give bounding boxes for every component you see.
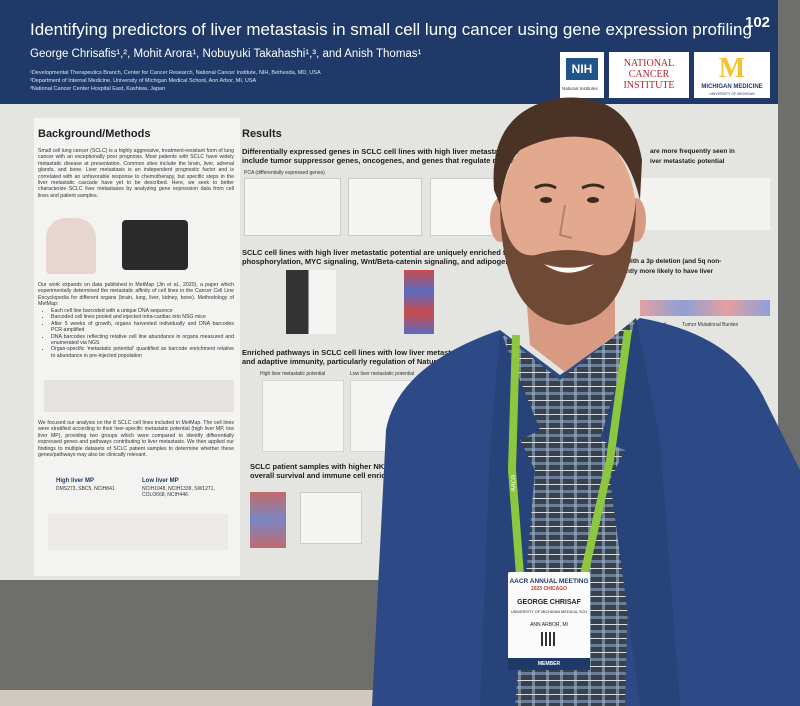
beard <box>500 200 636 325</box>
poster-number: 102 <box>745 14 771 31</box>
nose <box>558 204 573 239</box>
finding-fragment: ntly more likely to have liver <box>626 268 714 275</box>
affiliation: ¹Developmental Therapeutics Branch, Cent… <box>30 70 321 76</box>
gene-table <box>430 178 502 236</box>
finding-fragment: iver metastatic potential <box>650 158 725 165</box>
figure-label: Tumor Mutational Burden <box>682 322 739 328</box>
nih-mark: NIH <box>566 58 598 80</box>
finding: phosphorylation, MYC signaling, Wnt/Beta… <box>242 257 525 266</box>
michigan-caption: UNIVERSITY OF MICHIGAN <box>709 92 755 96</box>
method-diagram <box>44 380 234 412</box>
bar-figure <box>286 270 336 334</box>
poster-title: Identifying predictors of liver metastas… <box>30 20 752 39</box>
finding-fragment: are more frequently seen in <box>650 148 735 155</box>
smile <box>539 261 599 275</box>
finding: include tumor suppressor genes, oncogene… <box>242 156 521 165</box>
nih-caption: National Institutes <box>562 86 598 91</box>
background-panel: Background/Methods Small cell lung cance… <box>34 118 240 576</box>
affiliation: ²Department of Internal Medicine, Univer… <box>30 78 257 84</box>
group-lines: DMS273, SBC5, NCIH841 <box>56 486 115 492</box>
badge-year: 2023 CHICAGO <box>530 586 568 592</box>
badge-name: GEORGE CHRISAF <box>517 599 581 606</box>
badge-city: ANN ARBOR, MI <box>530 622 568 628</box>
nih-logo: NIH National Institutes <box>560 52 604 98</box>
group-lines: NCIH1048, NCIH1339, SW1271, COLO668, NCI… <box>142 486 215 498</box>
finding: SCLC cell lines with high liver metastat… <box>242 248 531 257</box>
heatmap-strip <box>640 300 770 316</box>
paragraph: We focused our analysis on the 8 SCLC ce… <box>38 420 234 459</box>
eye <box>540 197 552 203</box>
michigan-text: MICHIGAN MEDICINE <box>701 84 763 90</box>
pathway-plot <box>262 380 344 452</box>
paragraph: Our work expands on data published in Me… <box>38 282 234 308</box>
bullet: Each cell line barcoded with a unique DN… <box>51 308 234 314</box>
lapel <box>480 330 540 706</box>
volcano-plot <box>348 178 422 236</box>
survival-plot <box>300 492 362 544</box>
lanyard <box>580 329 632 576</box>
lanyard-text: AACR <box>511 474 518 492</box>
badge-meeting: AACR ANNUAL MEETING <box>509 578 589 585</box>
finding: Differentially expressed genes in SCLC c… <box>242 147 526 156</box>
group-label: High liver MP <box>56 478 95 484</box>
anatomy-figure <box>46 218 96 274</box>
bullet: DNA barcodes reflecting relative cell li… <box>51 334 234 347</box>
finding: SCLC patient samples with higher NK cell… <box>250 462 420 471</box>
michigan-m: M <box>718 53 746 84</box>
section-heading: Background/Methods <box>38 128 151 140</box>
nci-logo: NATIONAL CANCER INSTITUTE <box>609 52 689 98</box>
badge-role: MEMBER <box>508 658 590 670</box>
lanyard <box>507 334 524 576</box>
finding: and adaptive immunity, particularly regu… <box>242 357 477 366</box>
bullet: Organ-specific 'metastatic potential' qu… <box>51 346 234 359</box>
figure-label: PCA (differentially expressed genes) <box>244 170 325 176</box>
bullet: Barcoded cell lines pooled and injected … <box>51 314 234 320</box>
figure-label: Low liver metastatic potential <box>350 371 415 377</box>
heatmap <box>404 270 434 334</box>
pca-plot <box>244 178 341 236</box>
authors: George Chrisafis¹,², Mohit Arora¹, Nobuy… <box>30 48 422 60</box>
hair <box>493 97 642 205</box>
nci-text: NATIONAL CANCER INSTITUTE <box>623 58 675 91</box>
schematic <box>48 514 228 550</box>
bullet-list: Each cell line barcoded with a unique DN… <box>42 308 234 359</box>
poster-header: Identifying predictors of liver metastas… <box>0 0 778 104</box>
paragraph: Small cell lung cancer (SCLC) is a highl… <box>38 148 234 199</box>
finding: Enriched pathways in SCLC cell lines wit… <box>242 348 506 357</box>
section-heading: Results <box>242 128 282 140</box>
ct-scan <box>122 220 188 270</box>
name-badge: AACR ANNUAL MEETING 2023 CHICAGO GEORGE … <box>508 572 590 670</box>
nk-heatmap <box>250 492 286 548</box>
eye <box>587 197 599 203</box>
qr-code <box>541 632 555 646</box>
badge-institution: UNIVERSITY OF MICHIGAN MEDICAL SCH <box>511 610 587 614</box>
bullet: After 5 weeks of growth, organs harveste… <box>51 321 234 334</box>
finding-fragment: with a 3p deletion (and 5q non- <box>626 258 722 265</box>
oncoprint <box>640 178 770 230</box>
eyebrow <box>534 183 557 190</box>
eyebrow <box>581 183 605 190</box>
finding: overall survival and immune cell enrichm… <box>250 471 419 480</box>
affiliation: ³National Cancer Center Hospital East, K… <box>30 86 166 92</box>
michigan-logo: M MICHIGAN MEDICINE UNIVERSITY OF MICHIG… <box>694 52 770 98</box>
figure-label: High liver metastatic potential <box>260 371 326 377</box>
group-label: Low liver MP <box>142 478 179 484</box>
